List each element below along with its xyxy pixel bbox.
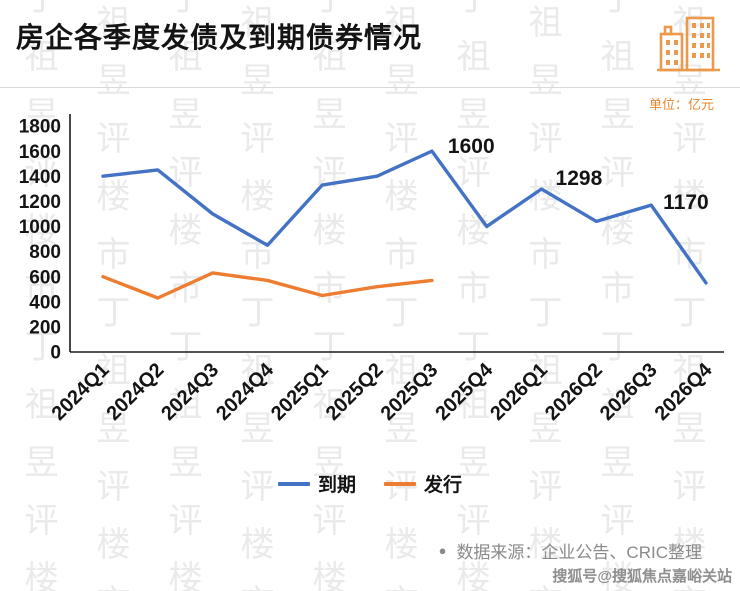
x-tick-label: 2024Q2	[102, 359, 168, 425]
x-tick-label: 2024Q4	[212, 358, 279, 425]
data-label: 1170	[663, 191, 709, 214]
unit-label: 单位：亿元	[648, 97, 714, 112]
page-title: 房企各季度发债及到期债券情况	[16, 22, 423, 53]
y-tick-label: 600	[29, 267, 61, 288]
building-icon	[657, 16, 720, 72]
x-tick-label: 2024Q1	[48, 359, 114, 425]
legend-swatch-issuance-icon	[384, 481, 416, 486]
x-tick-label: 2026Q4	[651, 358, 718, 425]
y-tick-label: 1400	[19, 167, 61, 188]
line-chart: 0200400600800100012001400160018002024Q12…	[19, 114, 724, 425]
y-tick-label: 1000	[19, 217, 61, 238]
y-tick-label: 800	[29, 242, 61, 263]
x-tick-label: 2025Q2	[322, 359, 388, 425]
series-line-1	[101, 271, 434, 300]
x-tick-label: 2026Q3	[596, 359, 662, 425]
chart-legend: 到期 发行	[0, 470, 740, 497]
data-source-text: 数据来源：企业公告、CRIC整理	[456, 543, 702, 562]
legend-label-issuance: 发行	[424, 475, 463, 496]
y-tick-label: 1200	[19, 192, 61, 213]
x-tick-label: 2025Q3	[377, 359, 443, 425]
y-tick-label: 400	[29, 292, 61, 313]
x-tick-label: 2025Q1	[267, 359, 333, 425]
series-line-0	[101, 149, 708, 285]
data-label: 1600	[448, 135, 495, 158]
y-tick-label: 0	[50, 343, 61, 364]
legend-item-issuance: 发行	[384, 470, 462, 497]
dot-icon: ●	[438, 543, 447, 558]
y-tick-label: 200	[29, 318, 61, 339]
legend-item-maturing: 到期	[277, 470, 356, 497]
y-tick-label: 1800	[19, 117, 61, 138]
x-tick-label: 2026Q1	[486, 359, 552, 425]
data-source-row: ● 数据来源：企业公告、CRIC整理	[439, 538, 702, 563]
y-tick-label: 1600	[19, 142, 61, 163]
legend-label-maturing: 到期	[317, 475, 356, 496]
sohu-watermark: 搜狐号@搜狐焦点嘉峪关站	[552, 568, 732, 585]
legend-swatch-maturing-icon	[277, 481, 310, 486]
data-label: 1298	[556, 167, 603, 190]
header: 房企各季度发债及到期债券情况	[0, 0, 740, 88]
x-tick-label: 2026Q2	[541, 359, 607, 425]
x-tick-label: 2025Q4	[431, 358, 498, 425]
x-tick-label: 2024Q3	[157, 359, 223, 425]
